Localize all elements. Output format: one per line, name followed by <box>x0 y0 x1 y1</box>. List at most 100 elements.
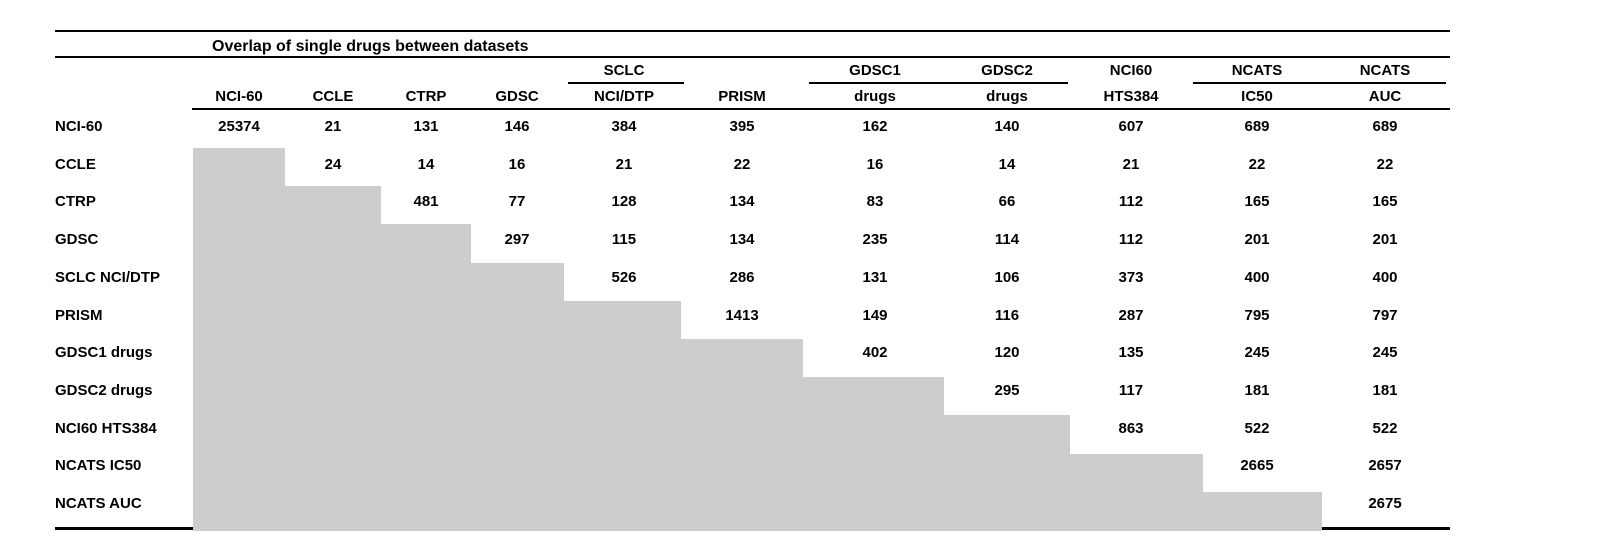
cell-value: 395 <box>729 118 755 135</box>
cell-value: 134 <box>729 231 755 249</box>
column-header-group: GDSC1 <box>849 62 901 79</box>
cell-value: 66 <box>998 193 1016 211</box>
shaded-lower-triangle-step <box>193 300 681 340</box>
cell-value: 797 <box>1372 306 1398 324</box>
cell-value: 128 <box>611 193 637 211</box>
cell-value: 112 <box>1118 193 1144 211</box>
cell-value: 201 <box>1244 231 1270 249</box>
row-label: PRISM <box>55 306 103 324</box>
row-label: SCLC NCI/DTP <box>55 268 160 286</box>
cell-value: 106 <box>994 268 1020 286</box>
cell-value: 77 <box>508 193 526 211</box>
rule-title-bottom <box>55 56 1450 58</box>
column-header: drugs <box>986 88 1028 105</box>
rule-header-bottom <box>192 108 1450 110</box>
cell-value: 24 <box>324 155 342 173</box>
cell-value: 83 <box>866 193 884 211</box>
column-header: AUC <box>1368 88 1402 105</box>
cell-value: 16 <box>508 155 526 173</box>
cell-value: 522 <box>1372 419 1398 437</box>
row-label: CTRP <box>55 193 96 211</box>
cell-value: 2665 <box>1240 457 1274 475</box>
cell-value: 14 <box>998 155 1016 173</box>
cell-value: 607 <box>1118 118 1144 135</box>
cell-value: 131 <box>413 118 439 135</box>
shaded-lower-triangle-step <box>193 415 1070 455</box>
cell-value: 21 <box>615 155 633 173</box>
cell-value: 795 <box>1244 306 1270 324</box>
cell-value: 245 <box>1244 344 1270 362</box>
row-label: GDSC2 drugs <box>55 381 153 399</box>
cell-value: 297 <box>504 231 530 249</box>
column-header-group: GDSC2 <box>981 62 1033 79</box>
cell-value: 22 <box>733 155 751 173</box>
rule-group-gdsc12 <box>809 82 1068 84</box>
column-header: NCI-60 <box>215 88 263 105</box>
rule-top <box>55 30 1450 32</box>
cell-value: 181 <box>1244 381 1270 399</box>
cell-value: 863 <box>1118 419 1144 437</box>
row-label: NCATS IC50 <box>55 457 142 475</box>
column-header: HTS384 <box>1103 88 1159 105</box>
cell-value: 245 <box>1372 344 1398 362</box>
cell-value: 295 <box>994 381 1020 399</box>
cell-value: 165 <box>1372 193 1398 211</box>
column-header: PRISM <box>718 88 766 105</box>
cell-value: 116 <box>994 306 1020 324</box>
cell-value: 21 <box>324 118 342 135</box>
cell-value: 22 <box>1376 155 1394 173</box>
row-label: CCLE <box>55 155 96 173</box>
rule-group-ncats <box>1193 82 1446 84</box>
column-header-group: NCI60 <box>1109 62 1153 79</box>
shaded-lower-triangle-step <box>193 262 564 302</box>
shaded-lower-triangle-step <box>193 377 944 416</box>
cell-value: 689 <box>1372 118 1398 135</box>
shaded-lower-triangle-step <box>193 148 285 187</box>
cell-value: 114 <box>994 231 1020 249</box>
column-header: NCI/DTP <box>594 88 654 105</box>
cell-value: 287 <box>1118 306 1144 324</box>
cell-value: 181 <box>1372 381 1398 399</box>
column-header-group: SCLC <box>603 62 645 79</box>
cell-value: 522 <box>1244 419 1270 437</box>
cell-value: 135 <box>1118 344 1144 362</box>
column-header: CCLE <box>312 88 354 105</box>
shaded-lower-triangle-step <box>193 186 381 225</box>
column-header: CTRP <box>405 88 447 105</box>
row-label: NCI-60 <box>55 118 103 135</box>
cell-value: 526 <box>611 268 637 286</box>
row-label: NCI60 HTS384 <box>55 419 157 437</box>
column-header: IC50 <box>1241 88 1273 105</box>
shaded-lower-triangle-step <box>193 491 1322 531</box>
cell-value: 165 <box>1244 193 1270 211</box>
cell-value: 2657 <box>1368 457 1402 475</box>
rule-group-sclc <box>568 82 684 84</box>
cell-value: 115 <box>611 231 637 249</box>
row-label: GDSC <box>55 231 99 249</box>
cell-value: 373 <box>1118 268 1144 286</box>
row-label: GDSC1 drugs <box>55 344 153 362</box>
cell-value: 286 <box>729 268 755 286</box>
cell-value: 21 <box>1122 155 1140 173</box>
cell-value: 140 <box>994 118 1020 135</box>
cell-value: 16 <box>866 155 884 173</box>
shaded-lower-triangle-step <box>193 339 803 378</box>
row-label: NCATS AUC <box>55 495 142 512</box>
cell-value: 400 <box>1372 268 1398 286</box>
cell-value: 149 <box>862 306 888 324</box>
column-header: drugs <box>854 88 896 105</box>
column-header: GDSC <box>495 88 539 105</box>
cell-value: 22 <box>1248 155 1266 173</box>
cell-value: 402 <box>862 344 888 362</box>
table-title: Overlap of single drugs between datasets <box>212 38 529 55</box>
cell-value: 235 <box>862 231 888 249</box>
cell-value: 2675 <box>1368 495 1402 512</box>
cell-value: 112 <box>1118 231 1144 249</box>
column-header-group: NCATS <box>1359 62 1411 79</box>
shaded-lower-triangle-step <box>193 453 1203 493</box>
cell-value: 1413 <box>725 306 759 324</box>
cell-value: 131 <box>862 268 888 286</box>
cell-value: 117 <box>1118 381 1144 399</box>
cell-value: 162 <box>862 118 888 135</box>
